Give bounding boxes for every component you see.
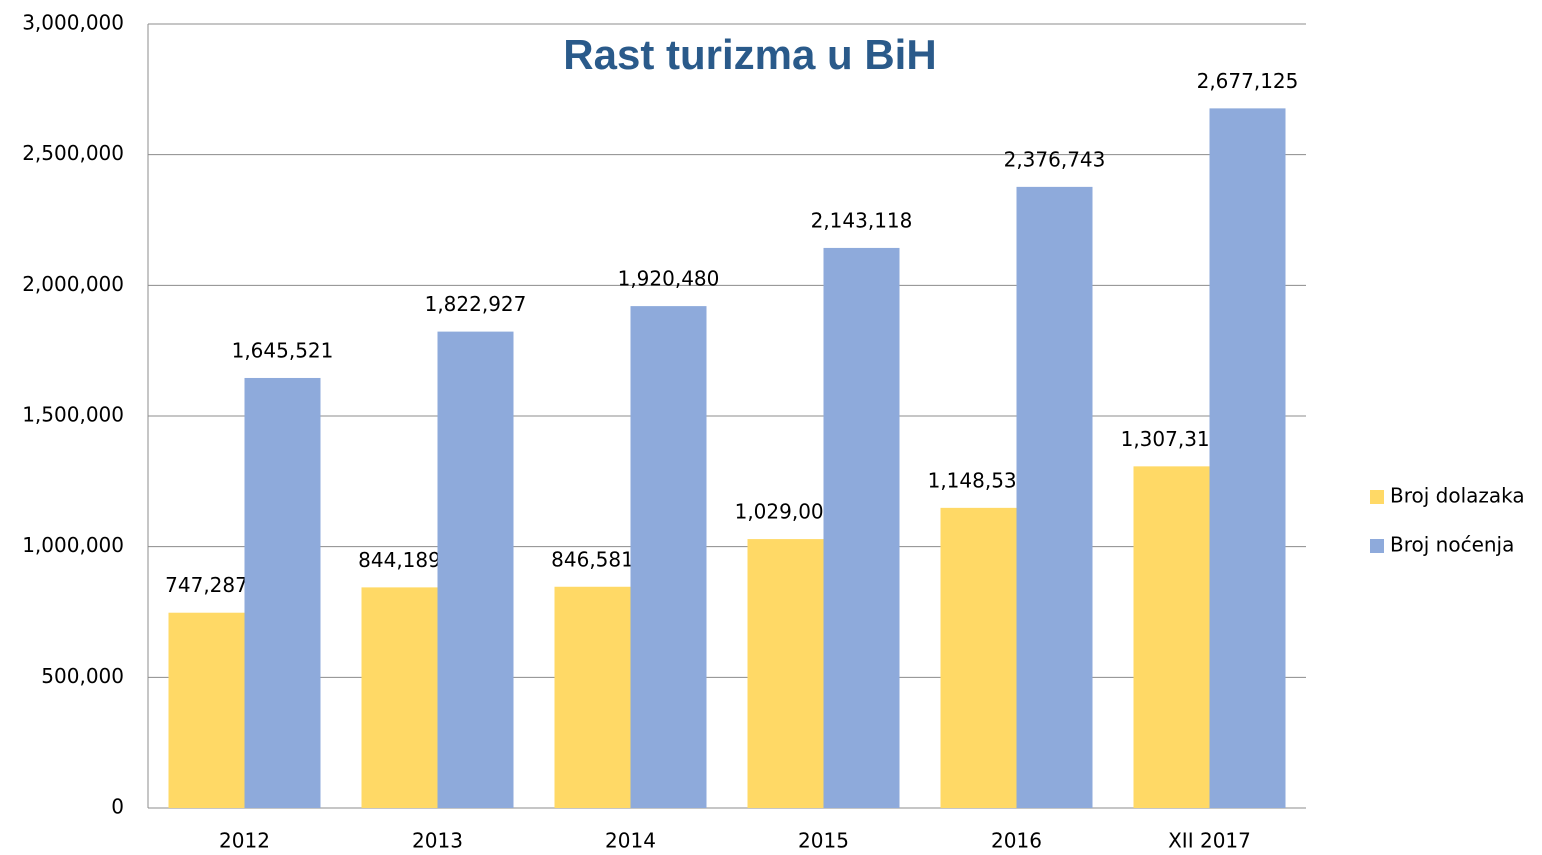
bar: [1133, 466, 1210, 808]
y-tick-label: 500,000: [41, 664, 124, 688]
chart-title: Rast turizma u BiH: [563, 31, 936, 78]
data-label: 1,920,480: [618, 267, 720, 291]
bar: [1209, 108, 1286, 809]
x-tick-label: 2014: [605, 829, 656, 853]
x-tick-label: 2015: [798, 829, 849, 853]
data-label: 1,029,000: [735, 500, 837, 524]
bar: [1016, 186, 1093, 809]
data-label: 747,287: [165, 573, 248, 597]
bar: [823, 247, 900, 808]
x-tick-label: 2013: [412, 829, 463, 853]
x-tick-label: 2012: [219, 829, 270, 853]
bar: [437, 331, 514, 808]
bar: [554, 586, 631, 808]
data-label: 1,822,927: [425, 292, 527, 316]
data-label: 844,189: [358, 548, 441, 572]
bar: [361, 587, 438, 808]
y-tick-label: 0: [111, 795, 124, 819]
data-label: 1,148,530: [928, 468, 1030, 492]
data-label: 2,376,743: [1004, 147, 1106, 171]
bar: [630, 306, 707, 808]
data-label: 846,581: [551, 547, 634, 571]
bar: [940, 507, 1017, 808]
x-tick-label: XII 2017: [1168, 829, 1251, 853]
bar: [244, 377, 321, 808]
data-label: 1,645,521: [232, 338, 334, 362]
y-tick-label: 2,500,000: [22, 141, 124, 165]
legend-swatch: [1370, 539, 1384, 553]
data-label: 1,307,319: [1121, 427, 1223, 451]
y-tick-label: 3,000,000: [22, 11, 124, 35]
legend-swatch: [1370, 490, 1384, 504]
bar: [747, 539, 824, 808]
y-tick-label: 1,000,000: [22, 533, 124, 557]
data-label: 2,677,125: [1197, 69, 1299, 93]
bar: [168, 612, 245, 808]
y-tick-label: 1,500,000: [22, 403, 124, 427]
legend-label: Broj dolazaka: [1390, 484, 1525, 508]
y-tick-label: 2,000,000: [22, 272, 124, 296]
legend-label: Broj noćenja: [1390, 533, 1514, 557]
x-tick-label: 2016: [991, 829, 1042, 853]
data-label: 2,143,118: [811, 208, 913, 232]
